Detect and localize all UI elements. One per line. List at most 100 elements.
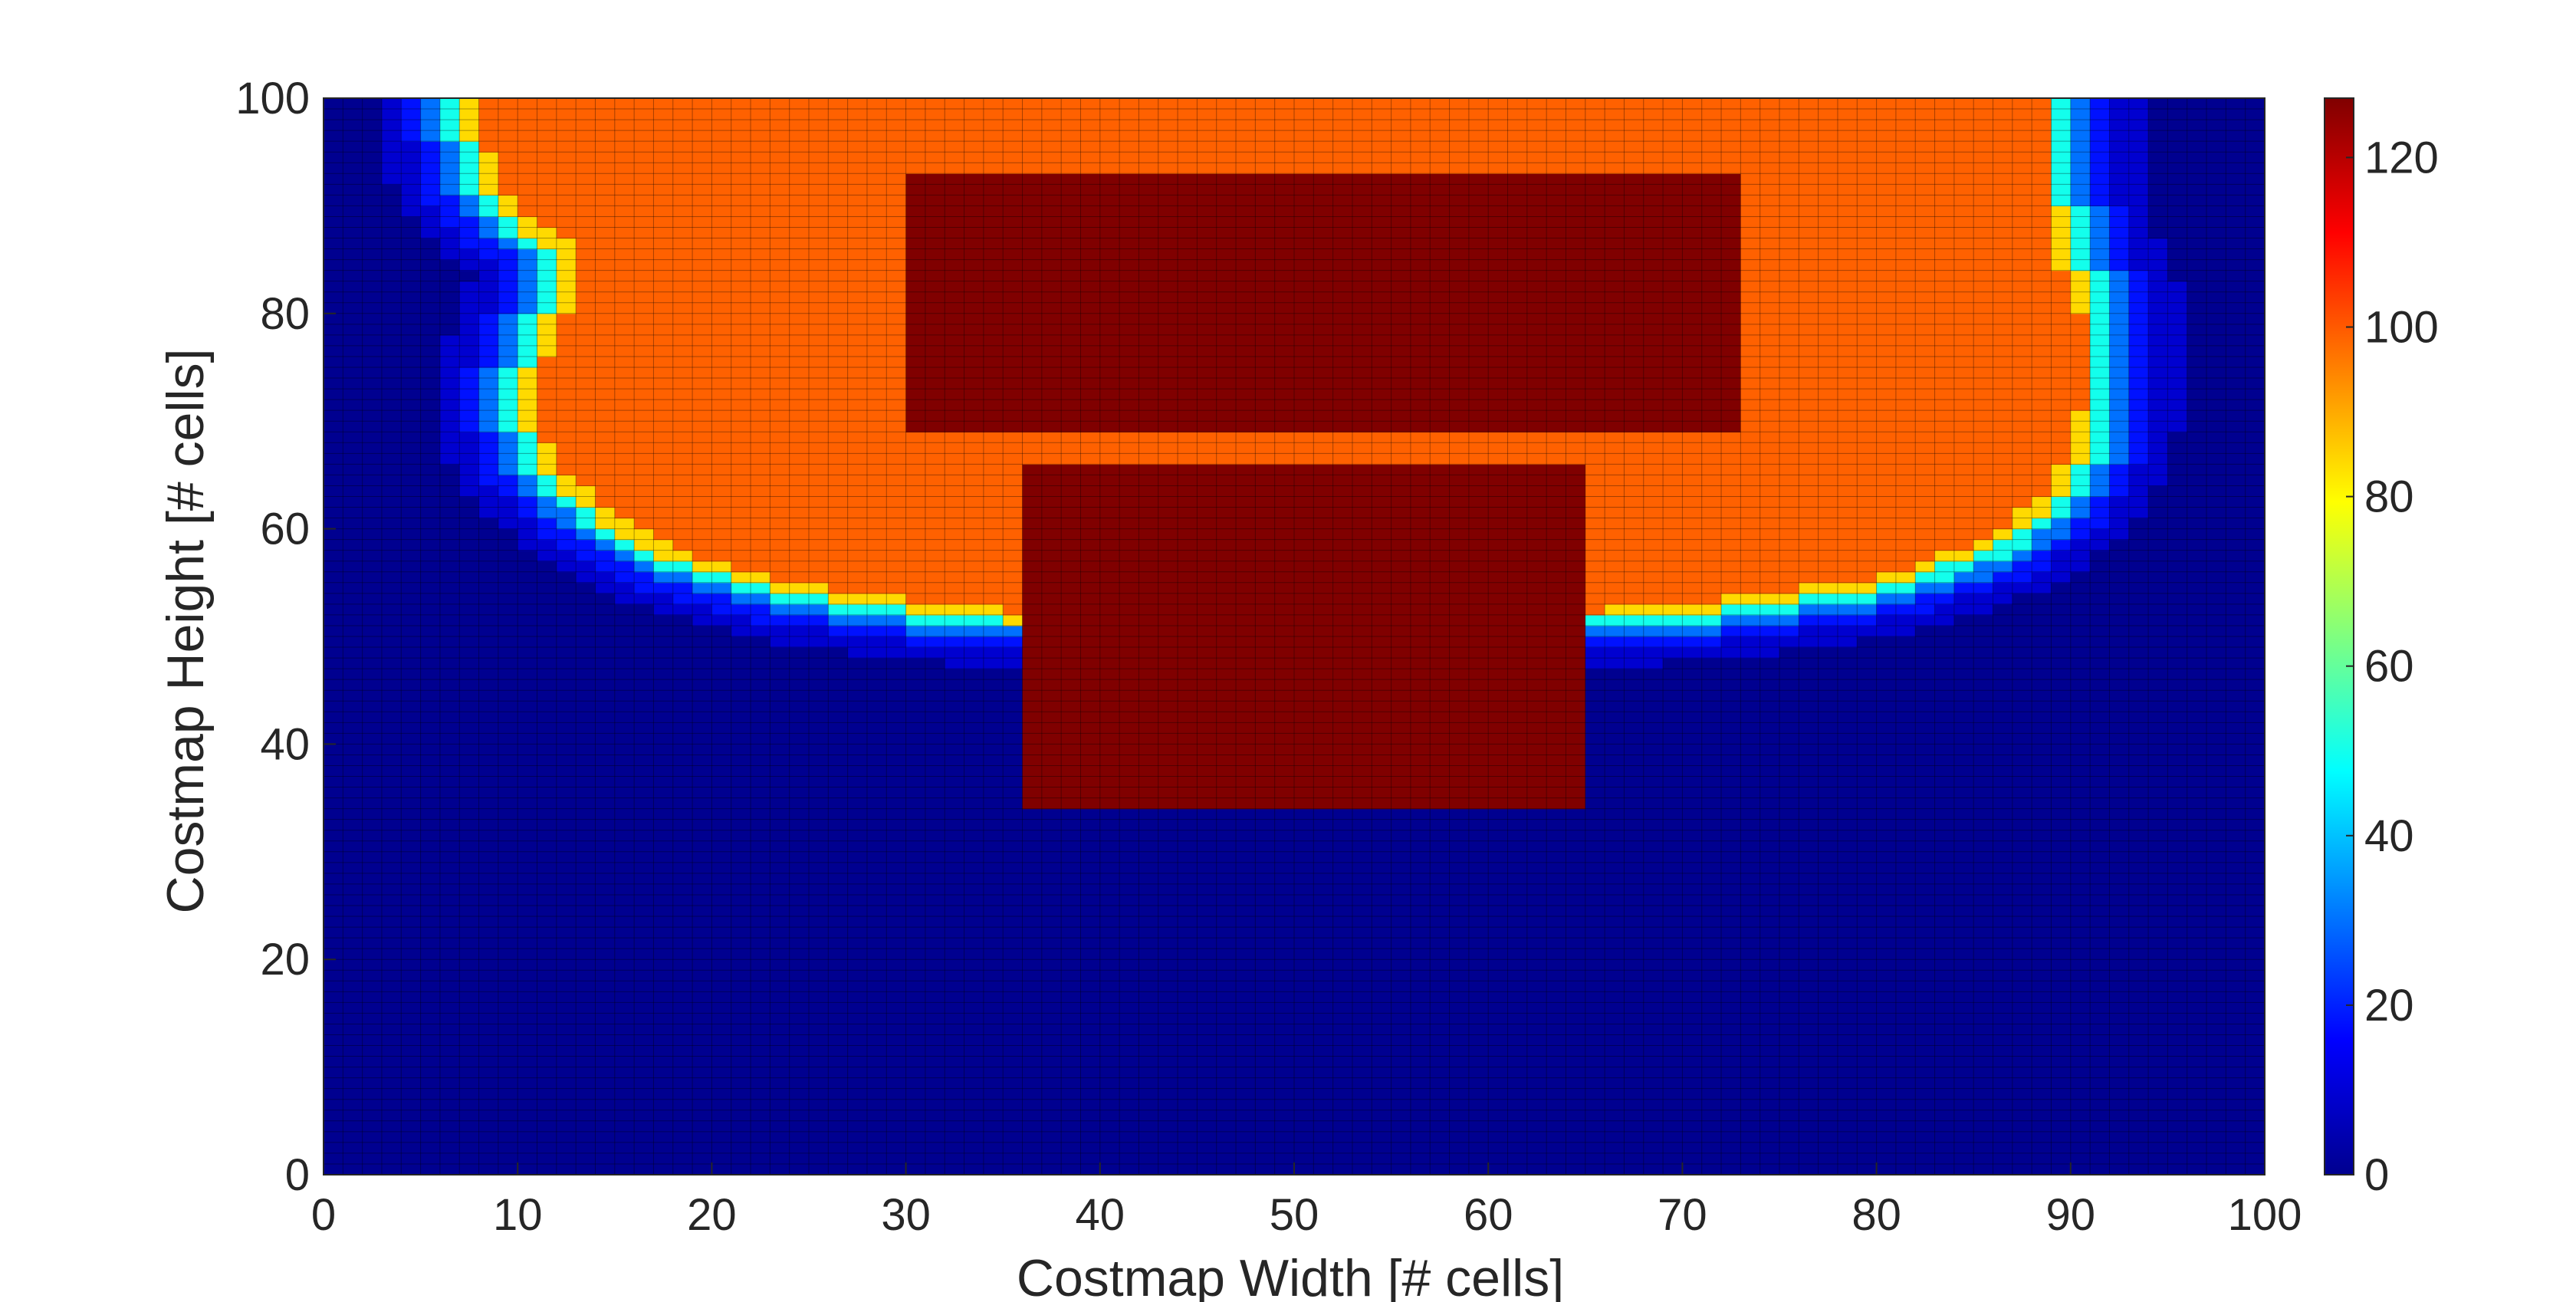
heatmap-cell: [1876, 851, 1897, 863]
heatmap-cell: [1391, 819, 1411, 831]
heatmap-cell: [983, 701, 1004, 712]
heatmap-cell: [459, 819, 480, 831]
heatmap-cell: [1643, 991, 1664, 1003]
heatmap-cell: [1701, 1056, 1722, 1068]
heatmap-cell: [964, 1056, 984, 1068]
heatmap-cell: [2226, 830, 2246, 842]
heatmap-cell: [1643, 873, 1664, 885]
heatmap-cell: [2090, 906, 2111, 917]
heatmap-cell: [2109, 1152, 2130, 1165]
heatmap-cell: [1526, 690, 1547, 702]
heatmap-cell: [1372, 669, 1392, 680]
heatmap-cell: [362, 1024, 383, 1036]
heatmap-cell: [1818, 1152, 1838, 1165]
heatmap-cell: [1973, 636, 1994, 648]
heatmap-cell: [925, 765, 945, 778]
heatmap-cell: [1624, 883, 1644, 896]
heatmap-cell: [1332, 959, 1353, 971]
heatmap-cell: [1837, 765, 1858, 778]
heatmap-cell: [1138, 776, 1159, 788]
heatmap-cell: [1934, 1067, 1955, 1079]
heatmap-cell: [1605, 1088, 1625, 1100]
heatmap-cell: [1566, 1002, 1586, 1014]
heatmap-cell: [1546, 744, 1567, 756]
heatmap-cell: [1255, 938, 1276, 949]
heatmap-cell: [1799, 959, 1819, 971]
heatmap-cell: [1895, 959, 1916, 971]
heatmap-cell: [1760, 797, 1780, 810]
heatmap-cell: [1488, 797, 1509, 810]
heatmap-cell: [672, 851, 693, 863]
heatmap-cell: [1178, 981, 1198, 992]
heatmap-cell: [1934, 647, 1955, 659]
heatmap-cell: [1605, 808, 1625, 820]
heatmap-cell: [343, 712, 363, 723]
heatmap-cell: [343, 701, 363, 712]
heatmap-cell: [1099, 755, 1120, 767]
heatmap-cell: [1197, 840, 1217, 853]
heatmap-cell: [1934, 755, 1955, 767]
heatmap-cell: [1391, 970, 1411, 981]
heatmap-cell: [1915, 938, 1936, 949]
heatmap-cell: [945, 1045, 965, 1057]
heatmap-cell: [362, 658, 383, 669]
heatmap-cell: [1430, 1152, 1451, 1165]
heatmap-cell: [1003, 701, 1024, 712]
heatmap-cell: [2245, 712, 2266, 723]
heatmap-cell: [731, 851, 751, 863]
heatmap-cell: [518, 981, 538, 992]
heatmap-cell: [1740, 658, 1761, 669]
heatmap-cell: [1099, 1163, 1120, 1175]
heatmap-cell: [420, 1120, 441, 1133]
heatmap-cell: [2012, 636, 2032, 648]
heatmap-cell: [886, 755, 907, 767]
heatmap-cell: [1080, 658, 1101, 669]
heatmap-cell: [847, 712, 868, 723]
heatmap-cell: [1003, 744, 1024, 756]
heatmap-cell: [653, 744, 674, 756]
heatmap-cell: [886, 883, 907, 896]
heatmap-cell: [420, 1088, 441, 1100]
heatmap-cell: [1507, 733, 1528, 745]
heatmap-cell: [401, 1120, 422, 1133]
heatmap-cell: [731, 744, 751, 756]
heatmap-cell: [1236, 906, 1256, 917]
heatmap-cell: [1488, 765, 1509, 778]
heatmap-cell: [634, 959, 655, 971]
heatmap-cell: [1430, 830, 1451, 842]
heatmap-cell: [1566, 755, 1586, 767]
heatmap-cell: [945, 712, 965, 723]
heatmap-cell: [2128, 1034, 2149, 1047]
heatmap-cell: [420, 970, 441, 981]
heatmap-cell: [770, 970, 790, 981]
heatmap-cell: [2051, 669, 2072, 680]
heatmap-cell: [518, 808, 538, 820]
heatmap-cell: [1391, 1056, 1411, 1068]
heatmap-cell: [1430, 851, 1451, 863]
heatmap-cell: [1876, 1077, 1897, 1090]
heatmap-cell: [1352, 840, 1372, 853]
heatmap-cell: [1973, 733, 1994, 745]
heatmap-cell: [1003, 765, 1024, 778]
heatmap-cell: [537, 938, 557, 949]
heatmap-cell: [1526, 1142, 1547, 1154]
heatmap-cell: [828, 938, 849, 949]
heatmap-cell: [324, 1110, 343, 1122]
heatmap-cell: [478, 1163, 499, 1175]
heatmap-cell: [1701, 765, 1722, 778]
heatmap-cell: [731, 797, 751, 810]
heatmap-cell: [1663, 819, 1683, 831]
heatmap-cell: [2070, 906, 2091, 917]
heatmap-cell: [401, 1088, 422, 1100]
heatmap-cell: [2070, 1024, 2091, 1036]
heatmap-cell: [1449, 1142, 1470, 1154]
heatmap-cell: [1449, 1067, 1470, 1079]
heatmap-cell: [1779, 1045, 1799, 1057]
heatmap-cell: [2128, 970, 2149, 981]
heatmap-cell: [1953, 701, 1974, 712]
heatmap-cell: [1624, 797, 1644, 810]
heatmap-cell: [1818, 927, 1838, 939]
heatmap-cell: [1934, 1120, 1955, 1133]
heatmap-cell: [770, 776, 790, 788]
heatmap-cell: [1080, 916, 1101, 928]
